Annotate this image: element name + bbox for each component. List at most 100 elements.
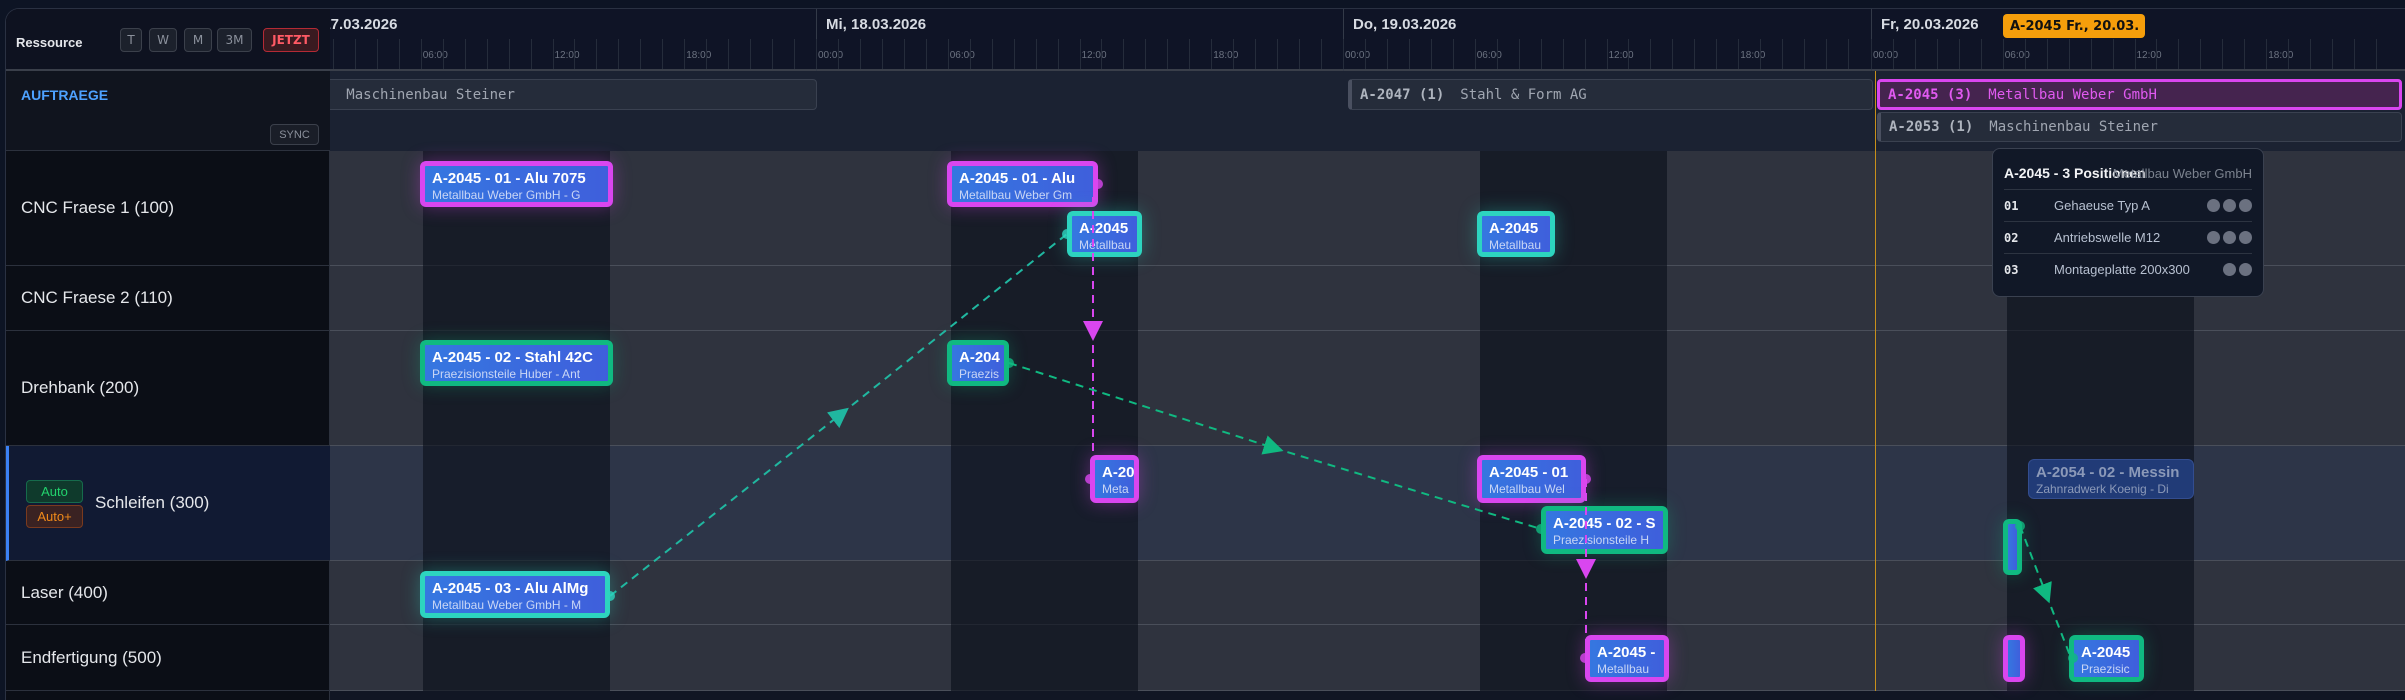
order-id: A-2053 (1) <box>1889 119 1974 135</box>
task-bar-narrow[interactable] <box>2003 635 2025 682</box>
hour-label: 12:00 <box>2136 50 2162 61</box>
hour-tick <box>662 39 664 69</box>
view-week-button[interactable]: W <box>149 28 177 52</box>
hour-tick <box>1035 39 1037 69</box>
hour-tick <box>2024 39 2026 69</box>
hour-tick <box>1299 39 1301 69</box>
view-day-button[interactable]: T <box>120 28 142 52</box>
resource-row-laser[interactable]: Laser (400) <box>6 561 330 625</box>
task-subtitle: Metallbau Weber GmbH - G <box>432 188 581 202</box>
order-bar[interactable]: A-2048 (1)Maschinenbau Steiner <box>330 79 817 110</box>
now-marker-badge: A-2045 Fr., 20.03. <box>2003 14 2145 38</box>
hour-tick <box>2156 39 2158 69</box>
task-subtitle: Metallbau <box>1079 238 1132 252</box>
status-dot <box>2239 263 2252 276</box>
task-subtitle: Praezis <box>959 367 1000 381</box>
hour-tick <box>1452 39 1454 69</box>
hour-tick <box>991 39 993 69</box>
hour-tick <box>2354 39 2356 69</box>
gantt-frame: Ressource T W M 3M JETZT AUFTRAEGE SYNC … <box>5 8 2405 700</box>
task-bar[interactable]: A-2045 - 01 Metallbau Wel <box>1477 455 1586 503</box>
hour-tick <box>750 39 752 69</box>
hour-tick <box>2332 39 2334 69</box>
hour-tick <box>1386 39 1388 69</box>
task-bar-narrow[interactable] <box>2003 519 2022 575</box>
task-subtitle: Praezisic <box>2081 662 2130 676</box>
hour-tick <box>1474 39 1476 69</box>
order-bar-selected[interactable]: A-2045 (3) Metallbau Weber GmbH <box>1877 79 2402 110</box>
task-bar[interactable]: A-2045 Metallbau <box>1067 211 1142 257</box>
hour-tick <box>1518 39 1520 69</box>
resource-name: Endfertigung (500) <box>21 647 162 667</box>
auto-badge[interactable]: Auto <box>26 480 83 503</box>
resource-row-schleifen[interactable]: Auto Auto+ Schleifen (300) <box>6 446 330 561</box>
order-customer: Metallbau Weber GmbH <box>1988 86 2157 103</box>
hour-tick <box>618 39 620 69</box>
task-bar[interactable]: A-204 Praezis <box>947 340 1009 386</box>
resource-row-drehbank[interactable]: Drehbank (200) <box>6 331 330 446</box>
hour-label: 00:00 <box>818 50 844 61</box>
order-tooltip: A-2045 - 3 Positionen Metallbau Weber Gm… <box>1992 148 2264 297</box>
hour-tick <box>2046 39 2048 69</box>
hour-tick <box>1848 39 1850 69</box>
view-month-button[interactable]: M <box>184 28 212 52</box>
hour-tick <box>1408 39 1410 69</box>
view-3months-button[interactable]: 3M <box>217 28 252 52</box>
hour-tick <box>1826 39 1828 69</box>
hour-tick <box>486 39 488 69</box>
resource-row-endfertigung[interactable]: Endfertigung (500) <box>6 625 330 691</box>
task-bar[interactable]: A-2045 Praezisic <box>2069 635 2144 682</box>
task-bar[interactable]: A-2045 - 01 - Alu Metallbau Weber Gm <box>947 161 1098 207</box>
hour-tick <box>1079 39 1081 69</box>
resource-name: Schleifen (300) <box>95 493 210 512</box>
hour-tick <box>903 39 905 69</box>
resource-label: Ressource <box>16 35 83 50</box>
task-bar[interactable]: A-2045 - 01 - Alu 7075 Metallbau Weber Gm… <box>420 161 613 207</box>
hour-tick <box>794 39 796 69</box>
task-bar[interactable]: A-2045 Metallbau <box>1477 211 1555 257</box>
order-bar[interactable]: A-2053 (1) Maschinenbau Steiner <box>1877 112 2402 142</box>
hour-tick <box>1980 39 1982 69</box>
resource-name: CNC Fraese 2 (110) <box>21 288 173 307</box>
task-title: A-2045 <box>2081 644 2131 661</box>
task-bar[interactable]: A-20 Meta <box>1090 455 1139 503</box>
now-button[interactable]: JETZT <box>263 28 319 52</box>
task-subtitle: Metallbau <box>1489 238 1542 252</box>
hour-tick <box>1628 39 1630 69</box>
hour-tick <box>1167 39 1169 69</box>
task-bar[interactable]: A-2045 - 03 - Alu AlMg Metallbau Weber Gm… <box>420 571 610 618</box>
hour-label: 12:00 <box>1608 50 1634 61</box>
orders-panel: AUFTRAEGE SYNC <box>6 71 330 151</box>
hour-tick <box>1496 39 1498 69</box>
hour-tick <box>1672 39 1674 69</box>
hour-tick <box>2222 39 2224 69</box>
tooltip-row: 01 Gehaeuse Typ A <box>2004 189 2252 221</box>
task-bar[interactable]: A-2045 - Metallbau <box>1585 635 1669 682</box>
position-number: 03 <box>2004 262 2019 277</box>
resource-row-cnc-fraese-2[interactable]: CNC Fraese 2 (110) <box>6 266 330 331</box>
hour-label: 06:00 <box>949 50 975 61</box>
hour-tick <box>1277 39 1279 69</box>
hour-tick <box>1584 39 1586 69</box>
status-dot <box>2223 231 2236 244</box>
position-desc: Montageplatte 200x300 <box>2054 262 2190 277</box>
task-subtitle: Metallbau Weber Gm <box>959 188 1073 202</box>
hour-tick <box>947 39 949 69</box>
hour-label: 12:00 <box>1081 50 1107 61</box>
order-customer: Maschinenbau Steiner <box>1989 119 2158 135</box>
position-number: 01 <box>2004 198 2019 213</box>
resource-row-cnc-fraese-1[interactable]: CNC Fraese 1 (100) <box>6 151 330 266</box>
task-bar[interactable]: A-2045 - 02 - S Praezisionsteile H <box>1541 506 1668 554</box>
sync-button[interactable]: SYNC <box>270 124 319 145</box>
position-number: 02 <box>2004 230 2019 245</box>
hour-tick <box>1057 39 1059 69</box>
timeline[interactable]: Di, 17.03.2026 00:00 06:00 12:00 18:00 Mi, 18… <box>330 9 2405 700</box>
hour-tick <box>925 39 927 69</box>
hour-label: 06:00 <box>422 50 448 61</box>
hour-tick <box>1211 39 1213 69</box>
auto-plus-badge[interactable]: Auto+ <box>26 505 83 528</box>
task-bar[interactable]: A-2045 - 02 - Stahl 42C Praezisionsteile … <box>420 340 613 386</box>
order-bar[interactable]: A-2047 (1) Stahl & Form AG <box>1348 79 1873 110</box>
task-bar-ghost[interactable]: A-2054 - 02 - Messin Zahnradwerk Koenig -… <box>2028 459 2194 499</box>
hour-tick <box>1343 39 1344 69</box>
